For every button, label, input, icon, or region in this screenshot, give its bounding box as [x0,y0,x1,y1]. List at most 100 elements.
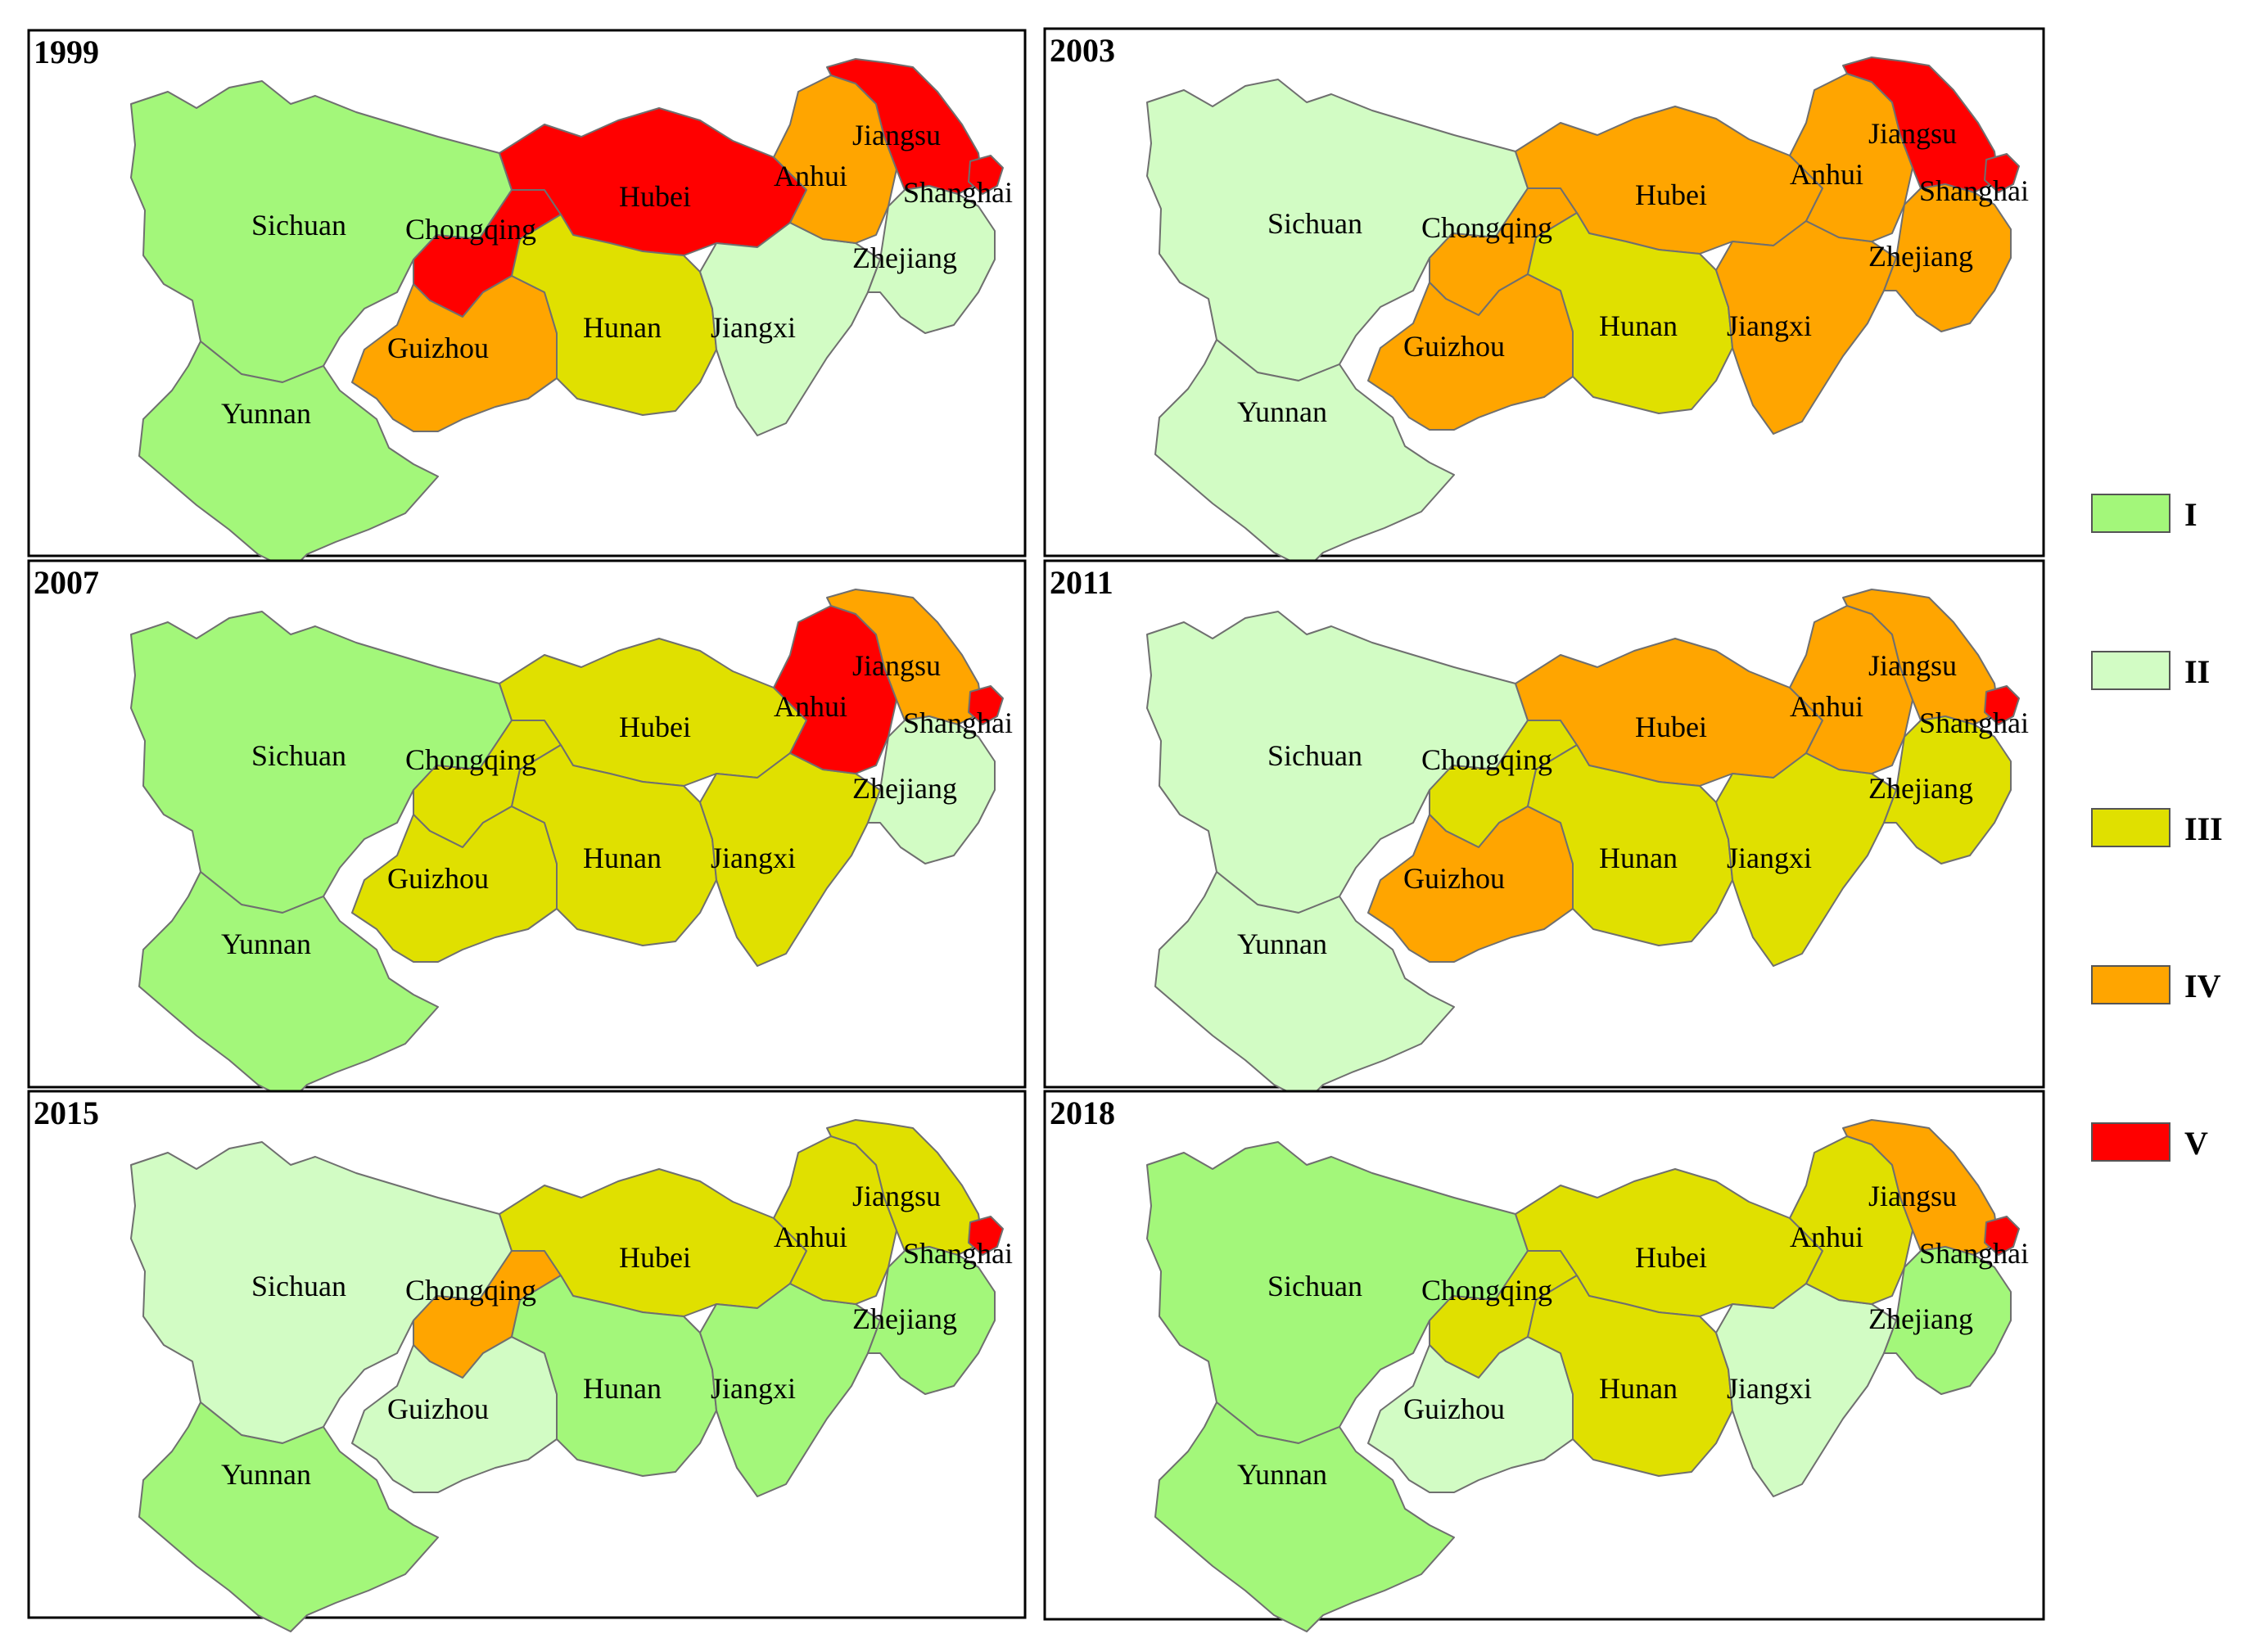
province-label-anhui: Anhui [1790,158,1863,191]
province-guizhou [1367,1336,1574,1493]
province-label-shanghai: Shanghai [903,706,1013,739]
province-label-yunnan: Yunnan [221,397,311,430]
province-label-jiangxi: Jiangxi [1727,1372,1812,1405]
province-label-chongqing: Chongqing [405,743,536,776]
province-label-guizhou: Guizhou [387,332,489,364]
province-zhejiang [867,185,996,334]
province-label-chongqing: Chongqing [405,213,536,246]
province-map: Sichuan Yunnan Chongqing Guizhou Hubei Hunan J… [130,58,1013,571]
province-label-jiangsu: Jiangsu [852,119,941,151]
map-panel-2018: 2018 Sichuan Yunnan Chongqing Guizhou Hubei Hu… [1043,1090,2045,1632]
province-label-jiangsu: Jiangsu [852,649,941,682]
province-hunan [1527,1275,1733,1477]
province-label-jiangsu: Jiangsu [1868,1180,1957,1212]
legend-item-II: II [2091,651,2210,690]
province-label-shanghai: Shanghai [903,176,1013,209]
legend-label: V [2184,1125,2208,1162]
province-label-jiangsu: Jiangsu [1868,117,1957,150]
province-label-yunnan: Yunnan [1237,395,1327,428]
panel-year-label: 2007 [34,564,99,601]
legend-label: IV [2184,968,2221,1004]
province-shanghai [968,1216,1004,1256]
province-label-hunan: Hunan [1599,1372,1678,1405]
legend-item-IV: IV [2091,965,2221,1004]
province-label-yunnan: Yunnan [221,1458,311,1491]
legend-item-V: V [2091,1122,2208,1162]
province-label-zhejiang: Zhejiang [1868,772,1973,805]
panel-year-label: 2011 [1050,564,1113,601]
province-label-anhui: Anhui [774,690,847,723]
province-label-jiangsu: Jiangsu [1868,649,1957,682]
province-hunan [1527,744,1733,946]
province-label-shanghai: Shanghai [903,1237,1013,1270]
province-label-zhejiang: Zhejiang [852,241,957,274]
province-label-shanghai: Shanghai [1919,174,2029,207]
province-map: Sichuan Yunnan Chongqing Guizhou Hubei Hunan J… [130,1119,1013,1632]
province-label-yunnan: Yunnan [1237,928,1327,960]
province-hunan [511,1275,717,1477]
province-label-sichuan: Sichuan [251,209,346,241]
province-label-guizhou: Guizhou [1403,330,1505,363]
legend-swatch [2091,651,2170,690]
province-map: Sichuan Yunnan Chongqing Guizhou Hubei Hunan J… [1146,1119,2029,1632]
province-label-zhejiang: Zhejiang [852,1302,957,1335]
province-label-jiangxi: Jiangxi [711,311,796,344]
province-zhejiang [1883,183,2012,332]
province-label-guizhou: Guizhou [1403,1392,1505,1425]
province-label-anhui: Anhui [774,160,847,192]
province-zhejiang [867,715,996,864]
province-label-hubei: Hubei [619,1241,691,1274]
map-panels: 1999 Sichuan Yunnan Chongqing Guizhou Hubei Hu… [27,27,2045,1632]
province-label-shanghai: Shanghai [1919,706,2029,739]
province-label-jiangxi: Jiangxi [1727,842,1812,874]
province-label-chongqing: Chongqing [1421,743,1552,776]
map-panel-1999: 1999 Sichuan Yunnan Chongqing Guizhou Hubei Hu… [27,29,1027,571]
province-guizhou [1367,806,1574,963]
legend-item-I: I [2091,494,2198,533]
province-label-sichuan: Sichuan [251,1270,346,1302]
legend-label: I [2184,496,2198,533]
province-yunnan [138,341,439,571]
province-map: Sichuan Yunnan Chongqing Guizhou Hubei Hunan J… [1146,589,2029,1102]
province-label-jiangxi: Jiangxi [1727,309,1812,342]
panel-year-label: 2003 [1050,32,1115,69]
province-hunan [511,214,717,416]
province-guizhou [351,1336,558,1493]
province-shanghai [968,685,1004,725]
map-panel-2003: 2003 Sichuan Yunnan Chongqing Guizhou Hubei Hu… [1043,27,2045,570]
province-label-hubei: Hubei [619,711,691,743]
province-label-shanghai: Shanghai [1919,1237,2029,1270]
province-zhejiang [867,1246,996,1395]
panel-year-label: 2015 [34,1095,99,1131]
legend-item-III: III [2091,808,2223,847]
province-label-chongqing: Chongqing [405,1274,536,1307]
province-map: Sichuan Yunnan Chongqing Guizhou Hubei Hunan J… [130,589,1013,1102]
province-guizhou [351,275,558,432]
map-panel-2011: 2011 Sichuan Yunnan Chongqing Guizhou Hubei Hu… [1043,559,2045,1102]
province-label-sichuan: Sichuan [1267,739,1362,772]
province-shanghai [1984,153,2020,193]
province-zhejiang [1883,1246,2012,1395]
province-label-zhejiang: Zhejiang [852,772,957,805]
province-label-sichuan: Sichuan [1267,1270,1362,1302]
province-hunan [511,744,717,946]
province-label-hunan: Hunan [1599,842,1678,874]
province-hunan [1527,212,1733,414]
province-yunnan [1154,1401,1455,1632]
province-label-hunan: Hunan [583,311,662,344]
legend-label: III [2184,810,2223,847]
legend-label: II [2184,653,2210,690]
province-label-sichuan: Sichuan [251,739,346,772]
province-label-jiangsu: Jiangsu [852,1180,941,1212]
map-panel-2007: 2007 Sichuan Yunnan Chongqing Guizhou Hubei Hu… [27,559,1027,1102]
legend-swatch [2091,1122,2170,1162]
province-label-zhejiang: Zhejiang [1868,240,1973,273]
province-label-zhejiang: Zhejiang [1868,1302,1973,1335]
province-shanghai [968,155,1004,195]
province-label-yunnan: Yunnan [1237,1458,1327,1491]
province-label-hubei: Hubei [619,180,691,213]
province-yunnan [1154,339,1455,570]
province-label-jiangxi: Jiangxi [711,842,796,874]
